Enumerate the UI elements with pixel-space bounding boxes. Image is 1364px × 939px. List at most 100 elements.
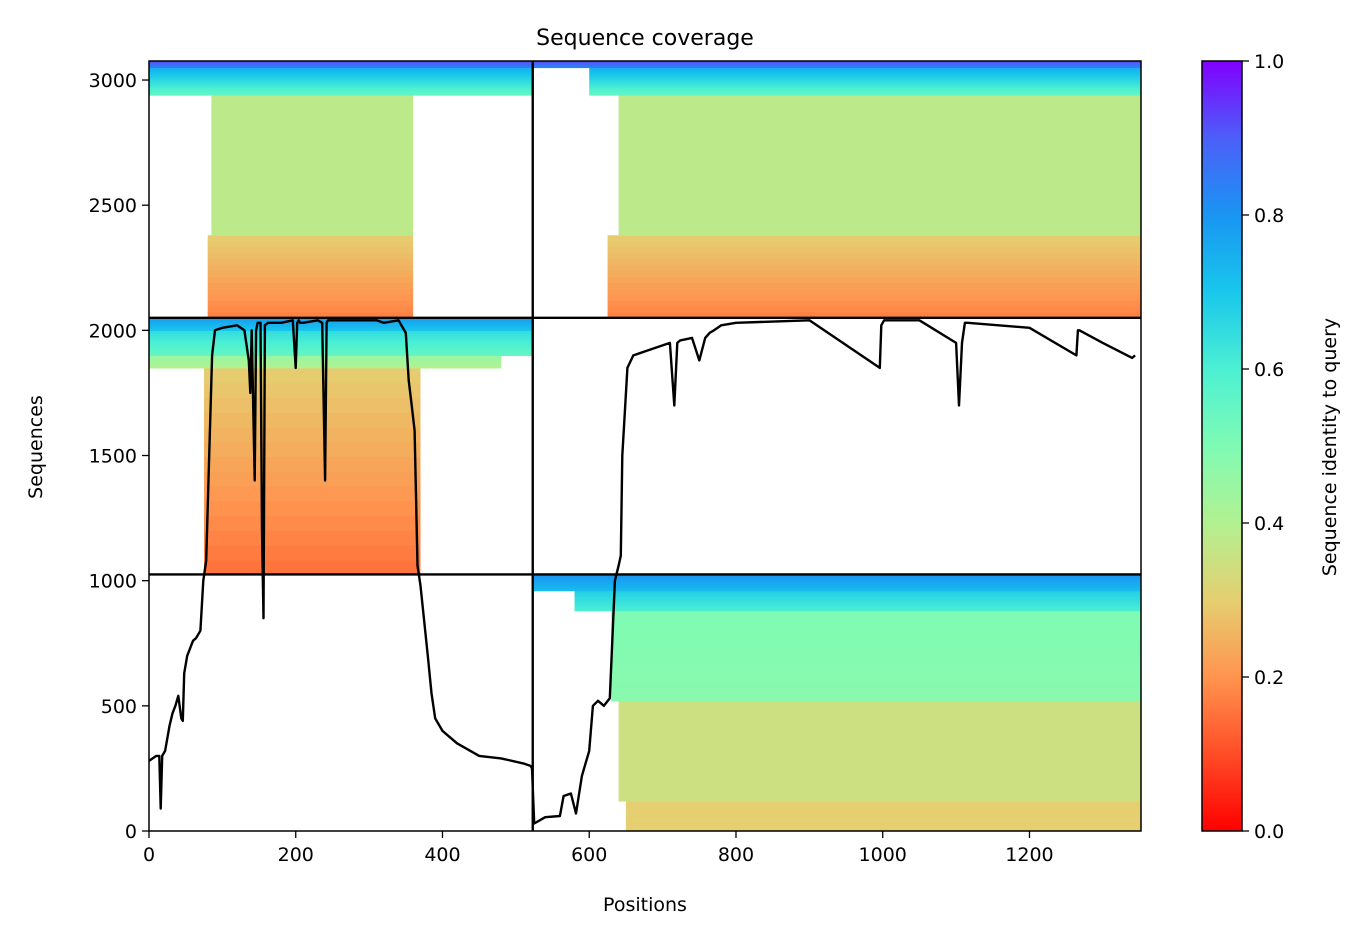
heatmap-row [204,367,421,384]
heatmap-row [149,73,533,76]
heatmap-row [149,326,533,329]
heatmap-row [625,824,1141,828]
heatmap-row [625,826,1141,830]
heatmap-row [149,330,533,333]
heatmap-row [532,581,1141,584]
heatmap-row [611,636,1141,644]
heatmap-row [149,353,533,356]
heatmap-row [618,215,1141,226]
heatmap-row [211,105,414,116]
heatmap-row [618,205,1141,216]
heatmap-row [149,71,533,75]
heatmap-row [618,155,1141,166]
heatmap-row [611,623,1141,631]
heatmap-row [618,175,1141,186]
heatmap-row [211,165,414,176]
heatmap-row [211,195,414,206]
heatmap-row [532,589,1141,592]
heatmap-row [618,758,1141,766]
heatmap-row [204,544,421,561]
heatmap-row [149,75,533,78]
heatmap-row [211,125,414,136]
heatmap-row [611,675,1141,683]
heatmap-row [574,604,1141,608]
heatmap-row [211,175,414,186]
heatmap-row [574,600,1141,603]
heatmap-row [532,588,1141,591]
heatmap-row [611,681,1141,689]
colorbar-tick-label: 0.4 [1254,513,1284,535]
heatmap-row [618,765,1141,773]
y-tick-label: 3000 [89,70,137,92]
heatmap-row [625,803,1141,806]
y-tick-label: 1000 [89,571,137,593]
heatmap-row [149,327,533,330]
heatmap-row [607,294,1141,301]
heatmap-row [149,322,533,324]
heatmap-row [532,580,1141,582]
heatmap-row [149,351,533,355]
heatmap-row [607,235,1141,242]
heatmap-row [589,85,1141,88]
heatmap-row [574,597,1141,600]
heatmap-row [207,264,414,272]
heatmap-row [149,341,533,344]
heatmap-row [625,800,1141,804]
heatmap-row [204,559,421,576]
y-axis-label: Sequences [25,395,47,499]
heatmap-row [149,83,533,86]
colorbar-tick-label: 0.6 [1254,359,1284,381]
heatmap-row [611,649,1141,657]
heatmap-row [618,95,1141,106]
heatmap-row [611,668,1141,676]
heatmap-row [149,89,533,92]
heatmap-row [625,820,1141,824]
heatmap-row [149,325,533,328]
heatmap-row [618,105,1141,116]
y-tick-label: 2500 [89,195,137,217]
heatmap-row [607,288,1141,295]
heatmap-row [611,630,1141,638]
heatmap-row [211,225,414,236]
x-axis: 0 200 400 600 800 1000 1200 [143,831,1054,866]
heatmap-row [149,350,533,353]
heatmap-row [204,412,421,428]
heatmap-row [611,642,1141,650]
heatmap-row [149,77,533,80]
heatmap-row [574,606,1141,609]
heatmap-row [611,687,1141,695]
heatmap-row [618,700,1141,709]
heatmap-row [149,324,533,326]
heatmap-row [207,241,414,248]
heatmap-row [204,456,421,472]
heatmap-row [607,270,1141,278]
heatmap-row [149,346,533,349]
heatmap-row [207,282,414,289]
heatmap-row [607,264,1141,272]
heatmap-row [204,471,421,487]
heatmap-row [149,91,533,94]
heatmap-row [589,79,1141,82]
x-tick-label: 600 [571,844,607,866]
heatmap-row [618,793,1141,802]
heatmap-row [211,215,414,226]
heatmap-row [618,729,1141,738]
heatmap-row [618,115,1141,126]
heatmap-row [625,811,1141,815]
heatmap-row [618,125,1141,136]
colorbar-tick-label: 0.8 [1254,205,1284,227]
block-boundaries [149,61,1141,831]
x-tick-label: 200 [278,844,314,866]
heatmap-row [149,323,533,325]
heatmap-row [149,87,533,90]
heatmap-row [149,348,533,351]
heatmap-row [607,311,1141,319]
plot-area [148,60,1142,832]
y-tick-label: 500 [101,696,137,718]
heatmap-row [589,77,1141,80]
heatmap-block [532,61,1141,319]
heatmap-row [149,324,533,327]
heatmap-row [211,135,414,146]
heatmap-row [618,722,1141,731]
